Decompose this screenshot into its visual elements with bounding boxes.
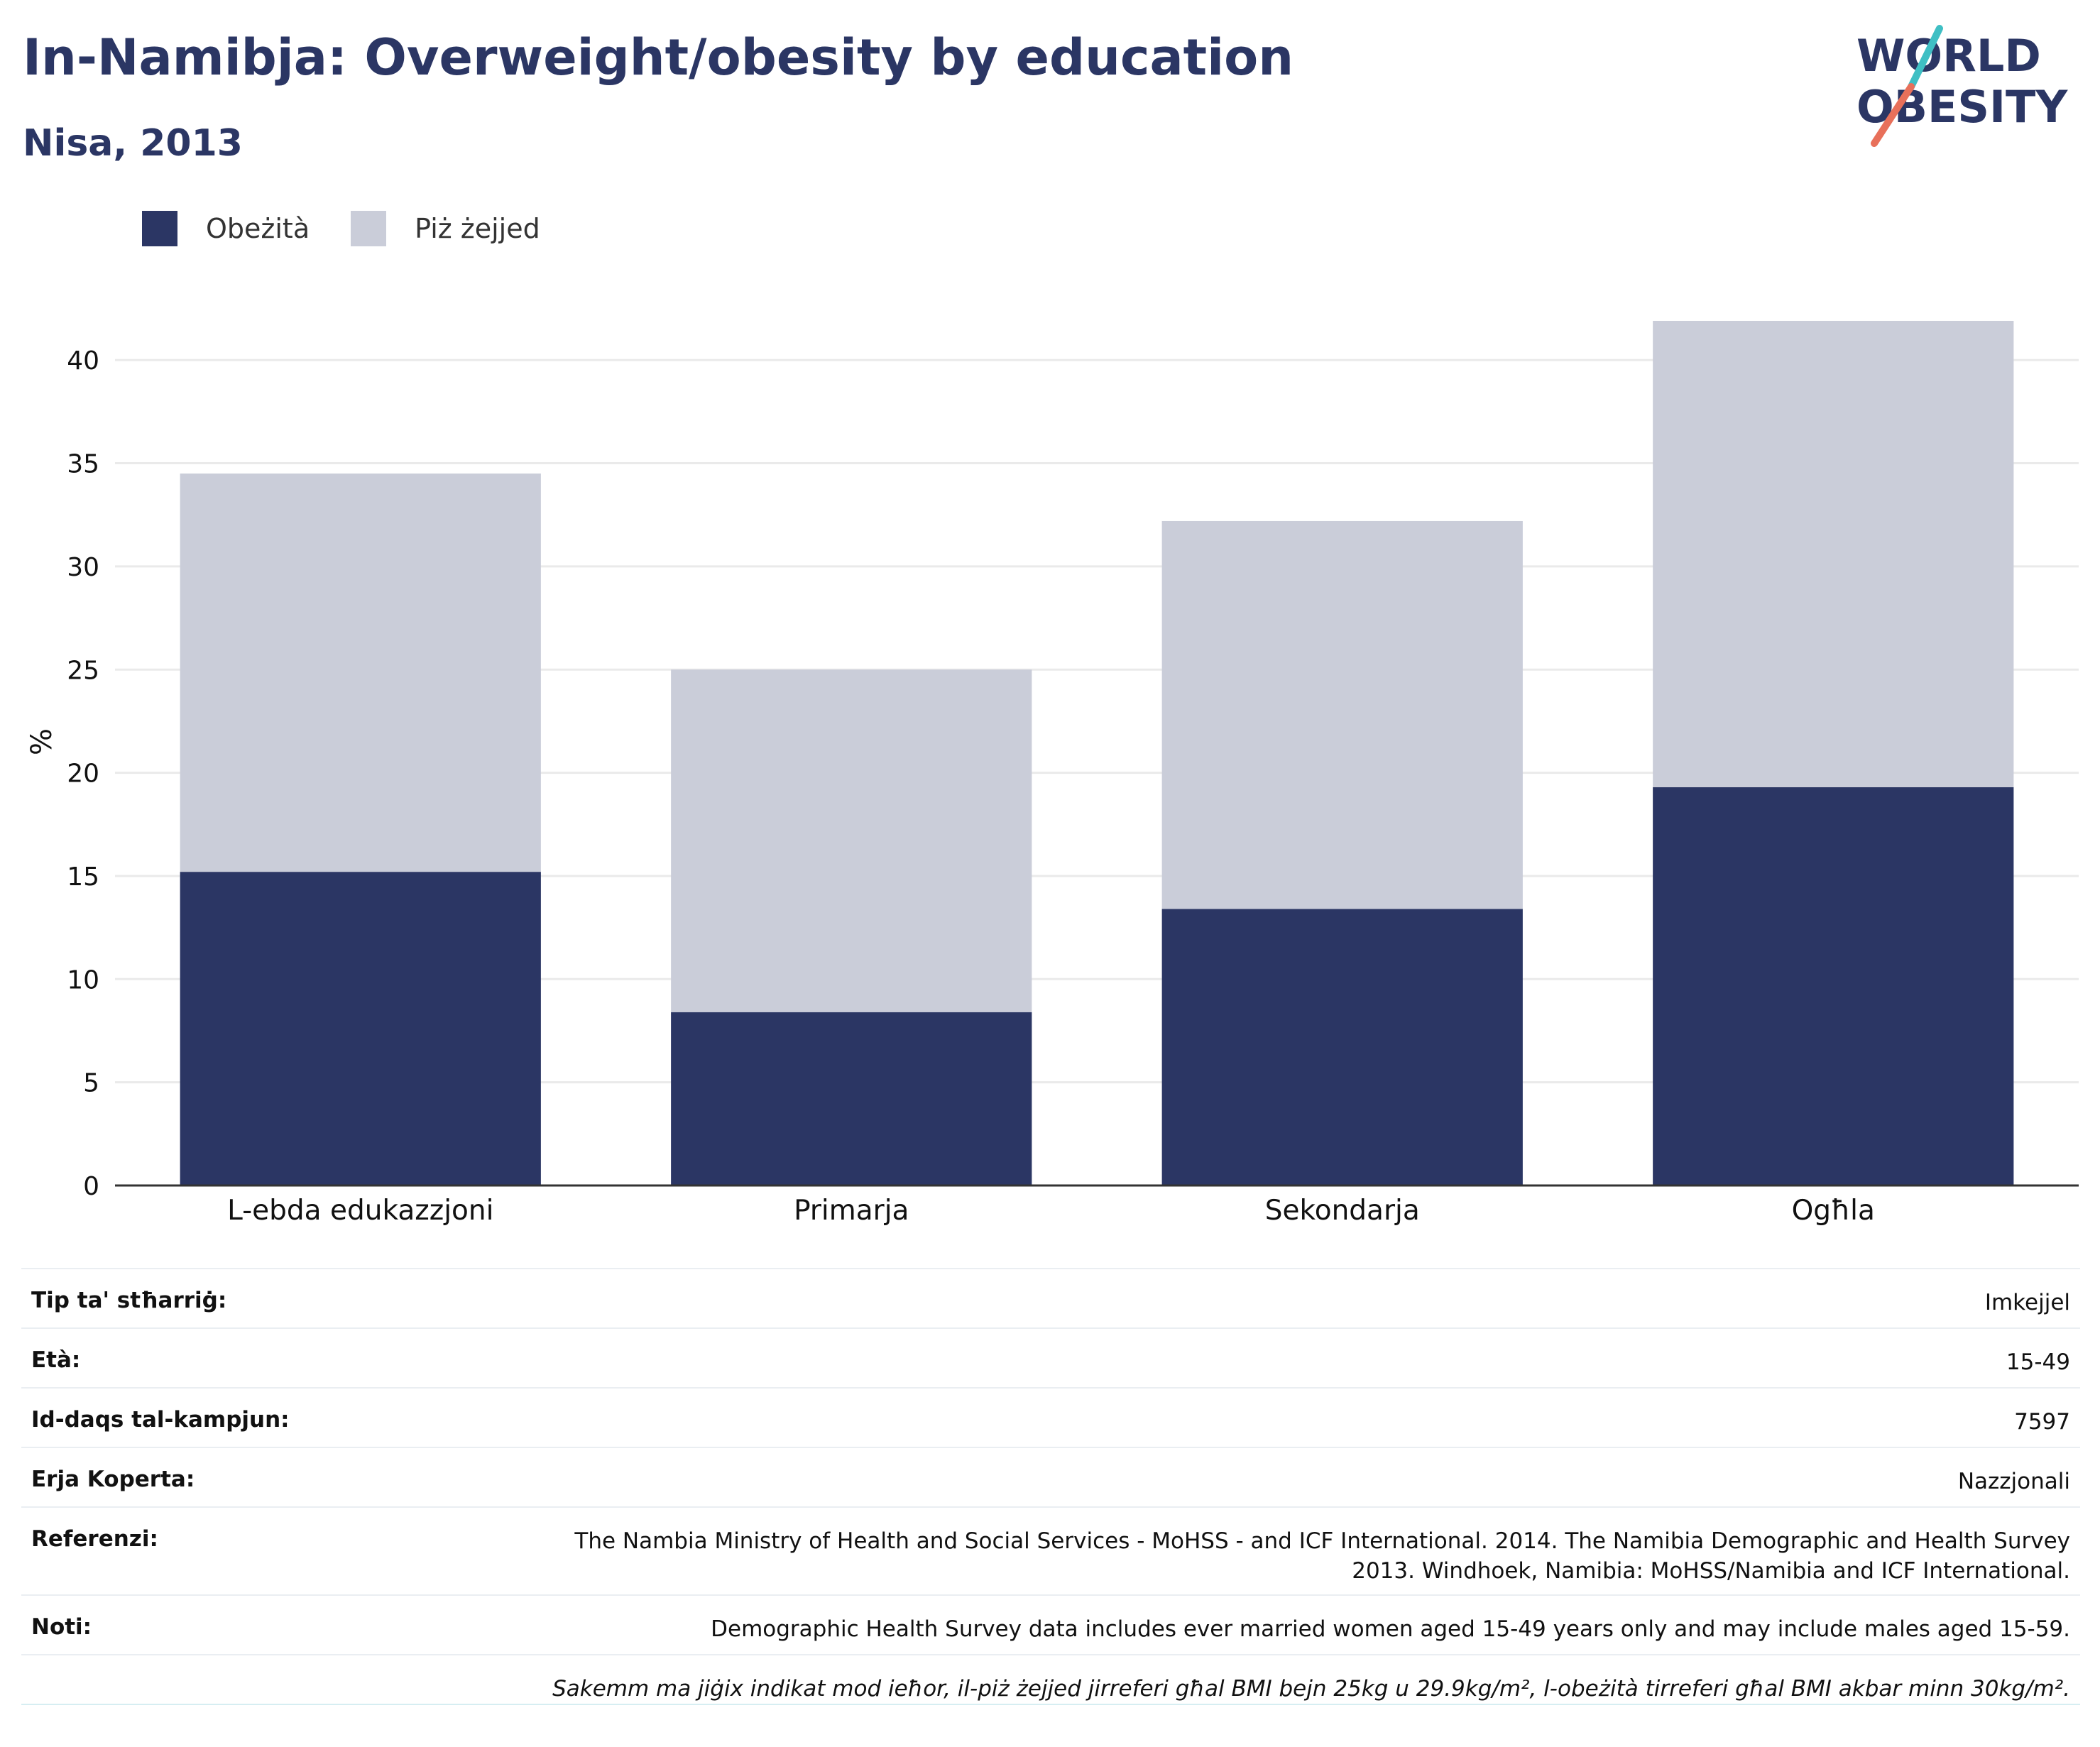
- meta-value: Imkejjel: [1984, 1290, 2070, 1315]
- metadata-table: Tip ta' stħarriġ: Imkejjel Età: 15-49 Id…: [21, 1268, 2080, 1705]
- definition-note: Sakemm ma jiġix indikat mod ieħor, il-pi…: [552, 1676, 2070, 1702]
- meta-label: Referenzi:: [31, 1526, 158, 1552]
- x-tick-label: Ogħla: [1792, 1195, 1875, 1227]
- bar-obesity: [671, 1012, 1032, 1185]
- meta-row-definition: Sakemm ma jiġix indikat mod ieħor, il-pi…: [21, 1654, 2080, 1704]
- meta-row-sample-size: Id-daqs tal-kampjun: 7597: [21, 1387, 2080, 1447]
- x-tick-label: Sekondarja: [1265, 1195, 1420, 1227]
- meta-label: Id-daqs tal-kampjun:: [31, 1407, 290, 1433]
- meta-row-notes: Noti: Demographic Health Survey data inc…: [21, 1594, 2080, 1654]
- y-axis-label: %: [26, 728, 58, 755]
- meta-value: Nazzjonali: [1957, 1469, 2070, 1494]
- y-tick-label: 5: [83, 1069, 99, 1098]
- logo-slash-bottom: [1871, 83, 1915, 147]
- meta-value: Demographic Health Survey data includes …: [711, 1616, 2070, 1642]
- y-tick-label: 0: [83, 1172, 99, 1201]
- bar-obesity: [1161, 909, 1523, 1185]
- bar-overweight: [671, 669, 1032, 1012]
- bar-overweight: [1161, 520, 1523, 909]
- meta-row-references: Referenzi: The Nambia Ministry of Health…: [21, 1506, 2080, 1594]
- meta-row-area-covered: Erja Koperta: Nazzjonali: [21, 1447, 2080, 1506]
- y-tick-label: 20: [67, 760, 99, 789]
- legend-item-overweight[interactable]: Piż żejjed: [351, 211, 540, 246]
- bar-chart: 0 5 10 15 20 25 30 35 40% L-ebda edukazzjoni Prima…: [26, 320, 2079, 1227]
- legend-label-obesity: Obeżità: [206, 213, 310, 244]
- meta-label: Età:: [31, 1347, 81, 1373]
- logo-slash-top: [1908, 25, 1943, 90]
- legend-swatch-obesity: [142, 211, 177, 246]
- meta-row-survey-type: Tip ta' stħarriġ: Imkejjel: [21, 1268, 2080, 1327]
- meta-label: Erja Koperta:: [31, 1467, 195, 1492]
- logo-line1: WORLD: [1856, 30, 2041, 82]
- legend-swatch-overweight: [351, 211, 387, 246]
- x-tick-label: L-ebda edukazzjoni: [227, 1195, 493, 1227]
- bar-overweight: [1653, 320, 2014, 787]
- bar-obesity: [180, 872, 541, 1185]
- meta-label: Noti:: [31, 1614, 92, 1640]
- y-tick-label: 35: [67, 450, 99, 479]
- legend-item-obesity[interactable]: Obeżità: [142, 211, 310, 246]
- legend-label-overweight: Piż żejjed: [415, 213, 540, 244]
- meta-label: Tip ta' stħarriġ:: [31, 1288, 227, 1313]
- meta-value: The Nambia Ministry of Health and Social…: [574, 1528, 2070, 1584]
- bar-obesity: [1653, 787, 2014, 1185]
- meta-value: 7597: [2014, 1409, 2070, 1435]
- meta-row-age: Età: 15-49: [21, 1327, 2080, 1387]
- world-obesity-logo: WORLD OBESITY: [1856, 25, 2068, 147]
- y-tick-label: 40: [67, 346, 99, 376]
- meta-value: 15-49: [2006, 1349, 2070, 1375]
- legend: Obeżità Piż żejjed: [142, 210, 581, 247]
- x-tick-label: Primarja: [794, 1195, 909, 1227]
- chart-title: In-Namibja: Overweight/obesity by educat…: [23, 28, 1294, 87]
- meta-end-rule: [21, 1704, 2080, 1705]
- logo-line2: OBESITY: [1856, 81, 2068, 133]
- chart-subtitle: Nisa, 2013: [23, 122, 243, 165]
- y-tick-label: 25: [67, 656, 99, 685]
- y-tick-label: 15: [67, 862, 99, 892]
- y-tick-label: 10: [67, 965, 99, 995]
- y-tick-label: 30: [67, 553, 99, 582]
- bar-overweight: [180, 473, 541, 872]
